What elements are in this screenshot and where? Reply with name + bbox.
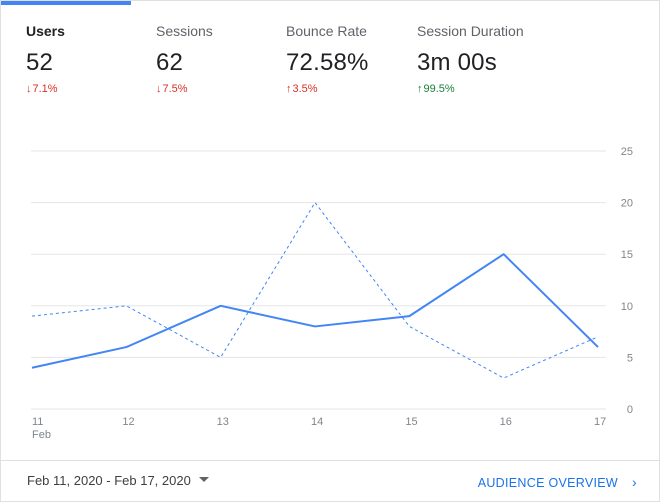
users-line-chart: 0 5 10 15 20 25 11 12 13 14 15 16 17 Feb xyxy=(31,146,633,441)
metric-change-value: 99.5% xyxy=(423,83,455,95)
active-metric-indicator xyxy=(1,1,131,5)
y-tick-label: 15 xyxy=(621,249,633,261)
metric-value: 62 xyxy=(156,49,184,76)
metric-change: ↑99.5% xyxy=(417,83,455,95)
chevron-right-icon: › xyxy=(632,474,637,490)
metric-change-value: 3.5% xyxy=(292,83,318,95)
x-tick-label: 13 xyxy=(217,416,229,428)
metric-label: Sessions xyxy=(156,23,213,39)
card-footer: Feb 11, 2020 - Feb 17, 2020 AUDIENCE OVE… xyxy=(1,460,659,502)
metric-tab-session-duration[interactable]: Session Duration 3m 00s ↑99.5% xyxy=(417,1,567,111)
metric-tab-bounce-rate[interactable]: Bounce Rate 72.58% ↑3.5% xyxy=(286,1,411,111)
audience-overview-label: AUDIENCE OVERVIEW xyxy=(477,476,619,490)
x-tick-label: 17 xyxy=(594,416,606,428)
metric-change: ↑3.5% xyxy=(286,83,318,95)
metric-label: Session Duration xyxy=(417,23,524,39)
audience-overview-link[interactable]: AUDIENCE OVERVIEW › xyxy=(478,474,637,490)
x-tick-label: 12 xyxy=(122,416,134,428)
arrow-up-icon: ↑ xyxy=(417,83,423,95)
x-tick-label: 16 xyxy=(500,416,512,428)
x-tick-label: 11 xyxy=(32,416,43,428)
metric-change: ↓7.5% xyxy=(156,83,188,95)
metric-change: ↓7.1% xyxy=(26,83,58,95)
metric-tab-sessions[interactable]: Sessions 62 ↓7.5% xyxy=(156,1,281,111)
metric-value: 72.58% xyxy=(286,49,369,76)
y-tick-label: 20 xyxy=(621,198,633,210)
metric-label: Bounce Rate xyxy=(286,23,367,39)
comparison-series-line xyxy=(31,202,599,379)
y-tick-label: 25 xyxy=(621,146,633,158)
x-tick-label: 15 xyxy=(405,416,417,428)
metric-label: Users xyxy=(26,23,65,39)
y-tick-label: 5 xyxy=(627,352,633,364)
y-tick-label: 0 xyxy=(627,404,633,416)
arrow-down-icon: ↓ xyxy=(156,83,162,95)
metric-change-value: 7.1% xyxy=(32,83,58,95)
arrow-up-icon: ↑ xyxy=(286,83,292,95)
date-range-label: Feb 11, 2020 - Feb 17, 2020 xyxy=(27,473,191,488)
metric-value: 52 xyxy=(26,49,54,76)
metric-tab-users[interactable]: Users 52 ↓7.1% xyxy=(26,1,151,111)
metric-change-value: 7.5% xyxy=(162,83,188,95)
dropdown-caret-icon xyxy=(198,477,209,483)
x-tick-label: 14 xyxy=(311,416,323,428)
metric-value: 3m 00s xyxy=(417,49,497,76)
current-series-line xyxy=(31,253,599,369)
arrow-down-icon: ↓ xyxy=(26,83,32,95)
metric-tabs: Users 52 ↓7.1% Sessions 62 ↓7.5% Bounce … xyxy=(1,1,659,121)
date-range-selector[interactable]: Feb 11, 2020 - Feb 17, 2020 xyxy=(27,473,209,488)
y-tick-label: 10 xyxy=(621,301,633,313)
x-tick-sublabel: Feb xyxy=(32,429,51,441)
